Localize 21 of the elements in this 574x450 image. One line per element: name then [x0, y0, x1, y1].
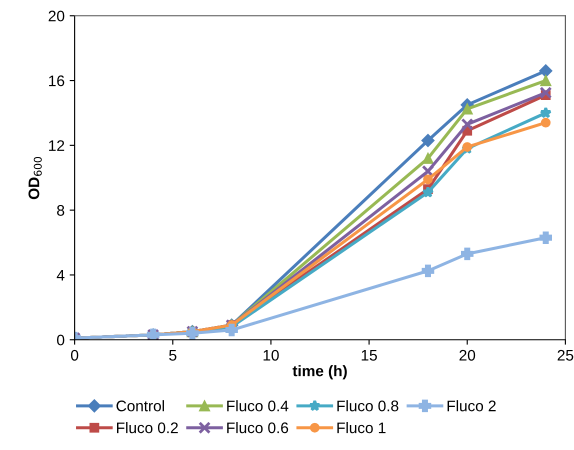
- y-tick-label: 8: [57, 205, 64, 216]
- legend-label: Fluco 0.2: [117, 422, 178, 434]
- y-tick-label: 4: [56, 270, 64, 280]
- x-tick-label: 25: [558, 350, 574, 361]
- legend-label: Control: [116, 400, 164, 412]
- legend-label: Fluco 0.8: [337, 400, 398, 412]
- legend-label: Fluco 0.4: [227, 400, 288, 412]
- x-tick-label: 10: [264, 350, 279, 361]
- x-tick-label: 15: [362, 350, 377, 361]
- x-tick-label: 20: [460, 350, 476, 361]
- legend-label: Fluco 0.6: [227, 422, 288, 434]
- y-tick-label: 16: [49, 75, 64, 86]
- legend-label: Fluco 1: [337, 422, 386, 434]
- y-tick-label: 20: [48, 10, 64, 22]
- legend-label: Fluco 2: [448, 400, 496, 412]
- x-tick-label: 5: [169, 350, 176, 361]
- y-tick-label: 12: [49, 140, 64, 151]
- y-tick-label: 0: [57, 334, 64, 346]
- x-tick-label: 0: [70, 350, 78, 361]
- y-axis-title: OD$_{600}$: [28, 156, 42, 200]
- x-axis-title: time (h): [292, 365, 347, 380]
